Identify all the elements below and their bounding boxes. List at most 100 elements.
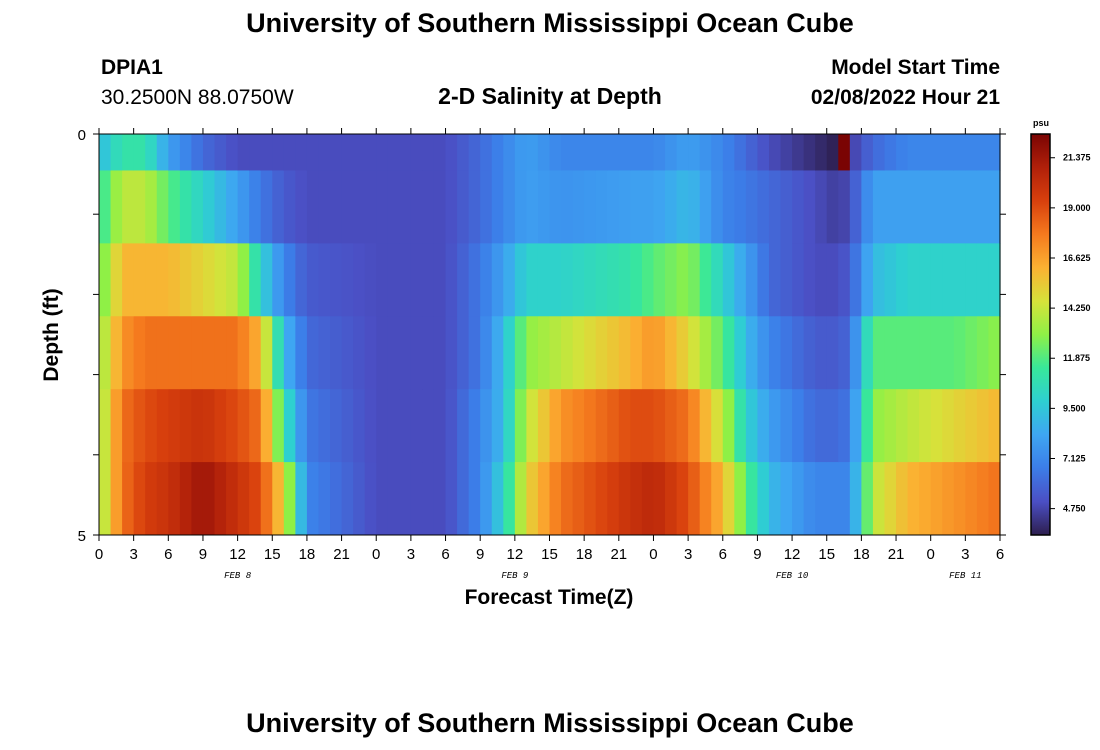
heatmap-cell <box>630 316 643 390</box>
heatmap-cell <box>919 170 932 244</box>
heatmap-cell <box>341 462 354 536</box>
heatmap-cell <box>896 243 909 317</box>
heatmap-cell <box>249 134 262 171</box>
heatmap-cell <box>688 170 701 244</box>
heatmap-cell <box>99 389 112 463</box>
heatmap-cell <box>711 170 724 244</box>
heatmap-cell <box>630 243 643 317</box>
heatmap-cell <box>399 316 412 390</box>
heatmap-cell <box>826 389 839 463</box>
heatmap-cell <box>919 243 932 317</box>
colorbar-tick-label: 21.375 <box>1063 153 1091 163</box>
heatmap-cell <box>202 134 216 171</box>
heatmap-cell <box>676 170 689 244</box>
x-tick-label: 6 <box>164 546 172 563</box>
heatmap-cell <box>295 389 308 463</box>
heatmap-cell <box>745 316 759 390</box>
heatmap-cell <box>584 243 597 317</box>
heatmap-cell <box>422 170 435 244</box>
x-tick-label: 6 <box>719 546 727 563</box>
heatmap-cell <box>584 462 597 536</box>
heatmap-cell <box>826 170 839 244</box>
heatmap-cell <box>595 316 608 390</box>
heatmap-cell <box>607 243 620 317</box>
heatmap-cell <box>387 389 400 463</box>
x-tick-label: 9 <box>199 546 207 563</box>
heatmap-cell <box>179 462 193 536</box>
heatmap-cell <box>919 389 932 463</box>
heatmap-cell <box>549 316 562 390</box>
x-tick-label: 18 <box>299 546 316 563</box>
heatmap-cell <box>364 170 377 244</box>
heatmap-cell <box>768 462 782 536</box>
heatmap-cell <box>549 170 562 244</box>
heatmap-cell <box>145 389 158 463</box>
heatmap-cell <box>214 462 227 536</box>
x-tick-label: 12 <box>784 546 801 563</box>
heatmap-cell <box>607 316 620 390</box>
heatmap-cell <box>283 134 296 171</box>
heatmap-cell <box>145 170 158 244</box>
x-axis-date-labels: FEB 8 FEB 9 FEB 10 FEB 11 <box>224 571 981 581</box>
x-tick-label: 18 <box>853 546 870 563</box>
heatmap-cell <box>249 389 262 463</box>
heatmap-cell <box>745 170 759 244</box>
heatmap-cell <box>145 462 158 536</box>
heatmap-cell <box>272 243 285 317</box>
heatmap-cell <box>768 389 782 463</box>
heatmap-cell <box>584 134 597 171</box>
x-tick-label: 9 <box>753 546 761 563</box>
heatmap-cell <box>353 170 366 244</box>
heatmap-cell <box>734 243 747 317</box>
heatmap-cell <box>930 170 943 244</box>
heatmap-cell <box>295 316 308 390</box>
heatmap-cell <box>330 389 343 463</box>
heatmap-cell <box>503 170 516 244</box>
heatmap-cell <box>699 462 712 536</box>
colorbar-tick-label: 14.250 <box>1063 303 1091 313</box>
heatmap-cell <box>353 243 366 317</box>
heatmap-cell <box>110 134 123 171</box>
heatmap-cell <box>942 316 955 390</box>
x-tick-label: 12 <box>507 546 524 563</box>
x-axis-ticks: 0 3 6 9 12 15 18 21 0 3 6 9 12 15 18 21 0 3 6 9 12 15 18 21 0 3 6 <box>95 128 1004 563</box>
x-tick-label: 3 <box>407 546 415 563</box>
x-date-label: FEB 10 <box>776 571 809 581</box>
heatmap-cell <box>988 134 1001 171</box>
heatmap-cell <box>641 389 655 463</box>
heatmap-cell <box>422 462 435 536</box>
colorbar-tick-label: 9.500 <box>1063 403 1086 413</box>
heatmap-cell <box>353 389 366 463</box>
heatmap-cell <box>376 389 389 463</box>
heatmap-cell <box>676 134 689 171</box>
heatmap-cell <box>237 243 250 317</box>
heatmap-cell <box>792 134 805 171</box>
heatmap-cell <box>376 170 389 244</box>
heatmap-cell <box>976 170 990 244</box>
heatmap-cell <box>272 316 285 390</box>
colorbar-tick-label: 16.625 <box>1063 253 1091 263</box>
heatmap-cell <box>318 170 331 244</box>
heatmap-cell <box>480 170 493 244</box>
colorbar-tick-label: 4.750 <box>1063 504 1086 514</box>
heatmap-cell <box>341 170 354 244</box>
heatmap-cell <box>676 389 689 463</box>
colorbar-tick-label: 7.125 <box>1063 453 1086 463</box>
heatmap-cell <box>572 243 585 317</box>
heatmap-cell <box>780 462 793 536</box>
y-axis-title: Depth (ft) <box>40 288 63 381</box>
heatmap-cell <box>803 462 816 536</box>
heatmap-cell <box>561 243 574 317</box>
heatmap-cell <box>514 134 527 171</box>
heatmap-cell <box>953 389 966 463</box>
heatmap-cell <box>387 462 400 536</box>
heatmap-cell <box>491 243 504 317</box>
heatmap-cell <box>480 389 493 463</box>
y-axis-ticks: 05 <box>78 127 1006 545</box>
heatmap-cell <box>549 389 562 463</box>
x-date-label: FEB 9 <box>501 571 529 581</box>
station-coordinates: 30.2500N 88.0750W <box>101 86 294 109</box>
x-tick-label: 15 <box>264 546 281 563</box>
heatmap-cell <box>133 134 146 171</box>
heatmap-cell <box>526 389 539 463</box>
